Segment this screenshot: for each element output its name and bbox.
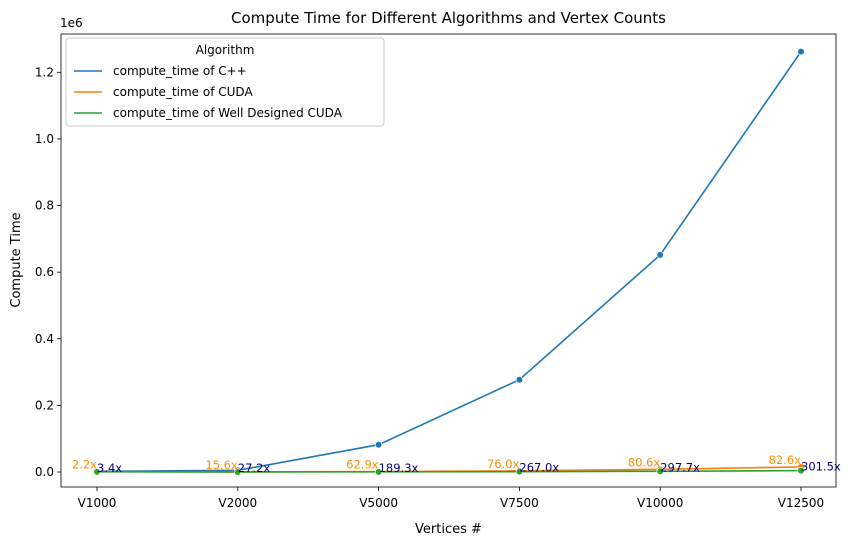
legend-label: compute_time of CUDA [113,85,253,99]
plot-area: V1000 V2000 V5000 V7500 V10000 V12500 0.0 0.2 0.… [35,33,841,510]
chart-title: Compute Time for Different Algorithms an… [231,9,666,27]
speedup-label: 2.2x [72,458,97,472]
speedup-label: 80.6x [628,455,661,469]
data-point [515,468,524,476]
data-point [656,251,664,259]
speedup-label: 82.6x [769,453,802,467]
speedup-label: 297.7x [660,460,700,474]
y-tick-label: 1.2 [35,65,54,79]
series-line [96,51,802,473]
y-tick-label: 0.6 [35,265,54,279]
series-line [96,469,802,473]
data-point [93,468,101,476]
data-point [797,48,805,56]
y-tick-label: 0.4 [35,332,54,346]
y-tick-label: 0.2 [35,398,54,412]
data-point [797,467,805,475]
data-point [656,467,664,475]
speedup-label: 3.4x [97,461,122,475]
data-point [515,376,524,384]
y-tick-label: 0.8 [35,199,54,213]
plot-frame [60,33,837,488]
x-tick-label: V12500 [778,496,824,510]
legend-label: compute_time of C++ [113,64,247,78]
data-point [375,441,383,449]
x-tick-label: V1000 [78,496,117,510]
speedup-label: 62.9x [346,458,379,472]
speedup-label: 15.6x [205,458,238,472]
y-offset-label: 1e6 [60,16,83,30]
legend-title: Algorithm [196,43,255,57]
x-tick-label: V5000 [359,496,398,510]
legend: Algorithm compute_time of C++ compute_time… [65,37,385,127]
data-point [234,468,242,476]
x-tick-label: V10000 [637,496,683,510]
speedup-label: 267.0x [519,461,559,475]
x-tick-label: V2000 [218,496,257,510]
speedup-label: 189.3x [379,461,419,475]
speedup-label: 76.0x [487,457,520,471]
legend-box [65,37,385,127]
data-point [375,468,383,476]
y-tick-label: 0.0 [35,465,54,479]
x-axis-label: Vertices # [415,522,482,537]
y-axis-label: Compute Time [9,212,24,307]
x-tick-label: V7500 [500,496,539,510]
y-tick-label: 1.0 [35,132,54,146]
speedup-label: 27.2x [238,461,271,475]
legend-label: compute_time of Well Designed CUDA [113,106,343,120]
speedup-label: 301.5x [801,460,841,474]
